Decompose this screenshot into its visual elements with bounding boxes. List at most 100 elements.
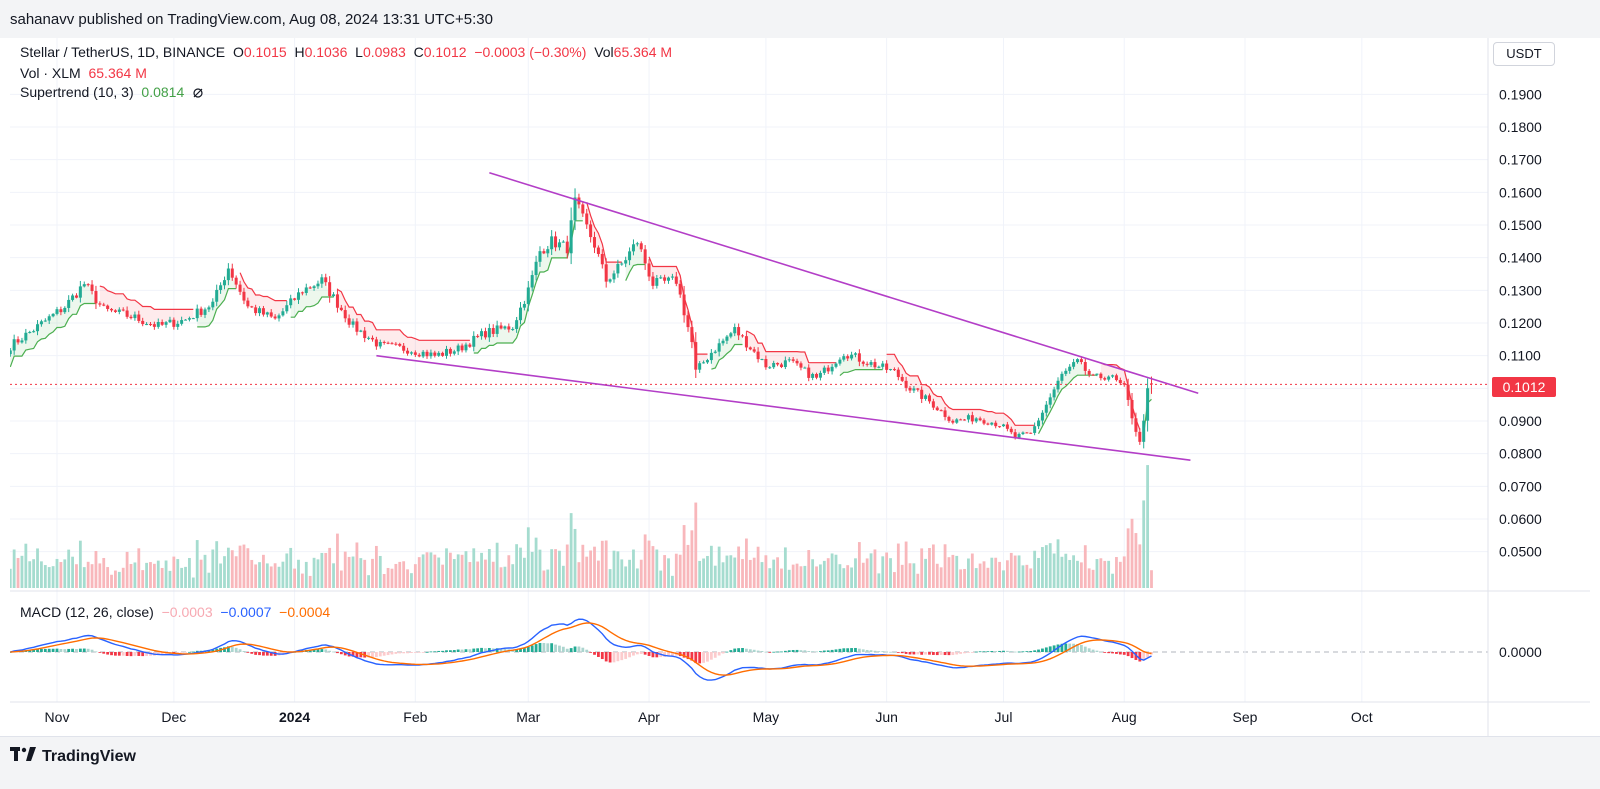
macd-histogram-bar [791, 649, 795, 652]
volume-bar [628, 559, 631, 588]
candle [733, 323, 737, 337]
currency-badge[interactable]: USDT [1493, 42, 1555, 66]
macd-line-value: −0.0007 [220, 604, 272, 620]
candle [978, 416, 982, 422]
candle [1095, 373, 1099, 377]
macd-histogram-bar [110, 652, 113, 656]
tradingview-brand[interactable]: TradingView [10, 747, 136, 766]
macd-histogram-bar [702, 652, 705, 663]
x-tick-label: Jul [995, 709, 1013, 725]
candle [974, 417, 978, 424]
chart-frame[interactable]: 0.1900 0.1800 0.1700 0.1600 0.1500 0.1400 0.13… [8, 38, 1590, 750]
macd-histogram-bar [600, 652, 604, 660]
volume-bar [1064, 553, 1068, 588]
macd-histogram-bar [904, 652, 908, 654]
macd-histogram-bar [756, 650, 760, 652]
candle [1122, 381, 1126, 387]
candle [320, 274, 324, 288]
supertrend-line [9, 302, 96, 368]
macd-histogram-bar [733, 648, 737, 652]
macd-histogram-bar [129, 652, 133, 657]
volume-bar [300, 573, 304, 588]
candle [1072, 358, 1076, 370]
volume-bar [873, 549, 877, 588]
volume-bar [149, 562, 152, 588]
price-chart[interactable]: 0.1900 0.1800 0.1700 0.1600 0.1500 0.1400 0.13… [8, 38, 1590, 750]
candle [663, 274, 667, 284]
candle [184, 319, 188, 321]
candle [1025, 432, 1029, 434]
candle [1107, 375, 1111, 382]
volume-bar [920, 548, 924, 588]
macd-histogram-bar [986, 651, 990, 653]
macd-histogram-bar [558, 645, 561, 652]
volume-bar [265, 563, 269, 588]
candle [787, 357, 791, 363]
volume-bar [807, 550, 811, 588]
low-value: 0.0983 [362, 44, 406, 60]
candle [254, 304, 258, 316]
candle [604, 258, 608, 288]
brand-name: TradingView [42, 747, 136, 765]
macd-histogram-bar [102, 652, 106, 654]
candle [659, 275, 663, 280]
macd-histogram-bar [787, 650, 791, 652]
candle [515, 316, 519, 333]
volume-bar [1060, 556, 1064, 588]
y-tick-label: 0.1200 [1499, 315, 1542, 331]
candle [145, 322, 149, 326]
resistance-trendline[interactable] [489, 171, 1199, 394]
candle [339, 304, 343, 312]
macd-histogram-bar [258, 652, 261, 656]
candle [628, 247, 632, 266]
candle [117, 307, 121, 315]
candle [896, 367, 900, 381]
supertrend-line [337, 288, 470, 341]
candle [581, 201, 585, 217]
macd-histogram-bar [1064, 643, 1068, 652]
candle [230, 263, 234, 281]
eye-off-icon[interactable] [192, 86, 204, 102]
candle [43, 318, 47, 322]
volume-bar [1118, 561, 1122, 588]
macd-histogram-bar [413, 652, 417, 653]
macd-histogram-bar [1099, 651, 1103, 653]
volume-bar [1072, 555, 1075, 588]
volume-bar [1079, 562, 1083, 588]
macd-histogram-bar [690, 652, 694, 661]
macd-histogram-bar [1138, 652, 1142, 662]
volume-bar [24, 543, 28, 588]
volume-bar [273, 563, 277, 588]
candle [102, 302, 106, 307]
macd-histogram-bar [608, 652, 612, 663]
volume-bar [367, 575, 370, 588]
candle [916, 387, 920, 392]
macd-histogram-bar [480, 647, 483, 652]
macd-histogram-bar [593, 652, 596, 655]
macd-histogram-bar [1002, 650, 1005, 652]
candle [1064, 368, 1068, 377]
volume-bar [1013, 555, 1017, 588]
candle [452, 349, 456, 356]
volume-bar [659, 570, 663, 588]
volume-bar [655, 549, 659, 588]
macd-histogram-bar [970, 652, 974, 653]
volume-bar [534, 537, 538, 588]
volume-bar [1091, 569, 1095, 588]
volume-bar [581, 544, 585, 588]
volume-bar [230, 550, 234, 588]
macd-histogram-bar [963, 652, 966, 654]
volume-bar [499, 567, 503, 588]
macd-histogram-bar [125, 652, 129, 656]
candle [853, 352, 857, 358]
macd-histogram-bar [398, 652, 402, 654]
macd-histogram-bar [343, 652, 347, 656]
volume-bar [339, 570, 343, 588]
volume-bar [1041, 547, 1044, 588]
macd-histogram-bar [861, 649, 865, 652]
macd-histogram-bar [920, 652, 924, 655]
volume-bar [1029, 568, 1033, 588]
candle [448, 347, 452, 357]
macd-histogram-bar [620, 652, 624, 661]
support-trendline[interactable] [376, 354, 1191, 461]
